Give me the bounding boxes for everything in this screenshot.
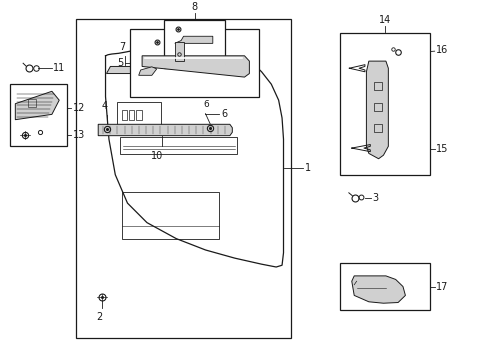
Bar	[339, 33, 429, 175]
Text: 5: 5	[117, 58, 123, 68]
Text: 6: 6	[203, 100, 209, 109]
Text: 14: 14	[378, 15, 390, 25]
Polygon shape	[351, 276, 405, 303]
Bar	[76, 18, 290, 338]
Bar	[27, 99, 36, 107]
Polygon shape	[366, 61, 387, 159]
Bar	[373, 124, 382, 132]
Polygon shape	[174, 42, 183, 61]
Bar	[373, 103, 382, 111]
Text: 9: 9	[230, 40, 237, 50]
Text: 11: 11	[53, 63, 65, 73]
Text: 13: 13	[73, 130, 85, 140]
Text: 1: 1	[304, 163, 310, 172]
Text: 12: 12	[73, 103, 85, 113]
Polygon shape	[174, 36, 212, 43]
Text: 7: 7	[119, 41, 125, 51]
Text: 4: 4	[102, 101, 107, 111]
Polygon shape	[106, 67, 143, 73]
Text: 10: 10	[150, 150, 163, 161]
Text: 15: 15	[435, 144, 447, 154]
Bar	[339, 264, 429, 310]
Polygon shape	[15, 91, 59, 120]
Bar	[163, 20, 224, 68]
Bar	[129, 110, 134, 120]
Polygon shape	[142, 56, 249, 77]
Text: 3: 3	[372, 193, 378, 203]
Text: 17: 17	[435, 282, 447, 292]
Bar	[122, 193, 219, 239]
Bar	[117, 102, 160, 125]
Bar	[373, 82, 382, 90]
Bar	[120, 137, 237, 154]
Bar	[130, 29, 259, 96]
Bar	[122, 110, 127, 120]
Bar	[136, 110, 142, 120]
Text: 6: 6	[221, 109, 227, 119]
Text: 8: 8	[191, 3, 197, 13]
Text: 2: 2	[96, 312, 102, 322]
Bar	[10, 84, 66, 146]
Polygon shape	[98, 124, 232, 136]
Text: 16: 16	[435, 45, 447, 55]
Polygon shape	[139, 67, 157, 75]
